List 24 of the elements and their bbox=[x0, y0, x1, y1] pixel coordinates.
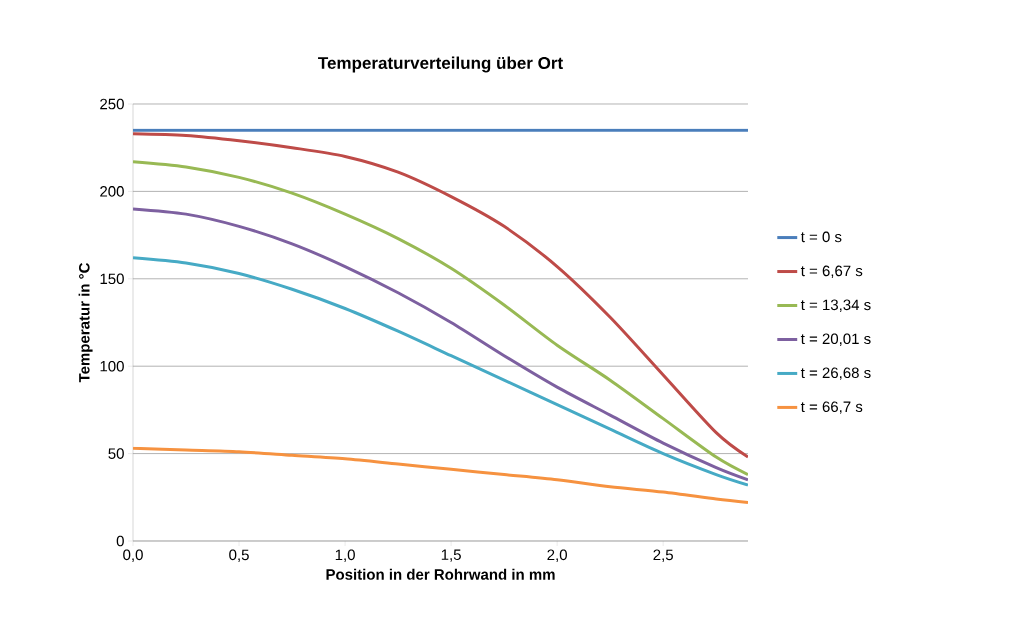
legend-label: t = 20,01 s bbox=[800, 333, 871, 346]
line-series bbox=[133, 446, 748, 505]
y-axis-title: Temperatur in °C bbox=[78, 262, 93, 383]
y-tick-label: 50 bbox=[108, 448, 124, 459]
chart-title: Temperaturverteilung über Ort bbox=[318, 56, 563, 73]
x-tick-label: 2,0 bbox=[547, 549, 567, 562]
legend-label: t = 66,7 s bbox=[800, 401, 863, 414]
x-tick-label: 0,0 bbox=[123, 549, 143, 562]
legend-label: t = 6,67 s bbox=[800, 265, 863, 278]
line-series bbox=[133, 207, 748, 482]
x-axis-title: Position in der Rohrwand in mm bbox=[326, 568, 555, 580]
y-tick-label: 150 bbox=[100, 273, 124, 285]
legend-label: t = 13,34 s bbox=[800, 299, 871, 312]
x-tick-label: 1,5 bbox=[441, 549, 461, 562]
legend-label: t = 0 s bbox=[800, 231, 842, 243]
line-series bbox=[133, 256, 748, 487]
x-tick-label: 1,0 bbox=[335, 549, 355, 562]
y-tick-label: 250 bbox=[100, 98, 124, 110]
legend-label: t = 26,68 s bbox=[800, 367, 871, 380]
y-tick-label: 0 bbox=[116, 535, 124, 547]
y-tick-label: 200 bbox=[100, 186, 124, 197]
y-tick-label: 100 bbox=[100, 360, 124, 372]
x-tick-label: 2,5 bbox=[653, 549, 673, 562]
x-tick-label: 0,5 bbox=[229, 549, 249, 562]
